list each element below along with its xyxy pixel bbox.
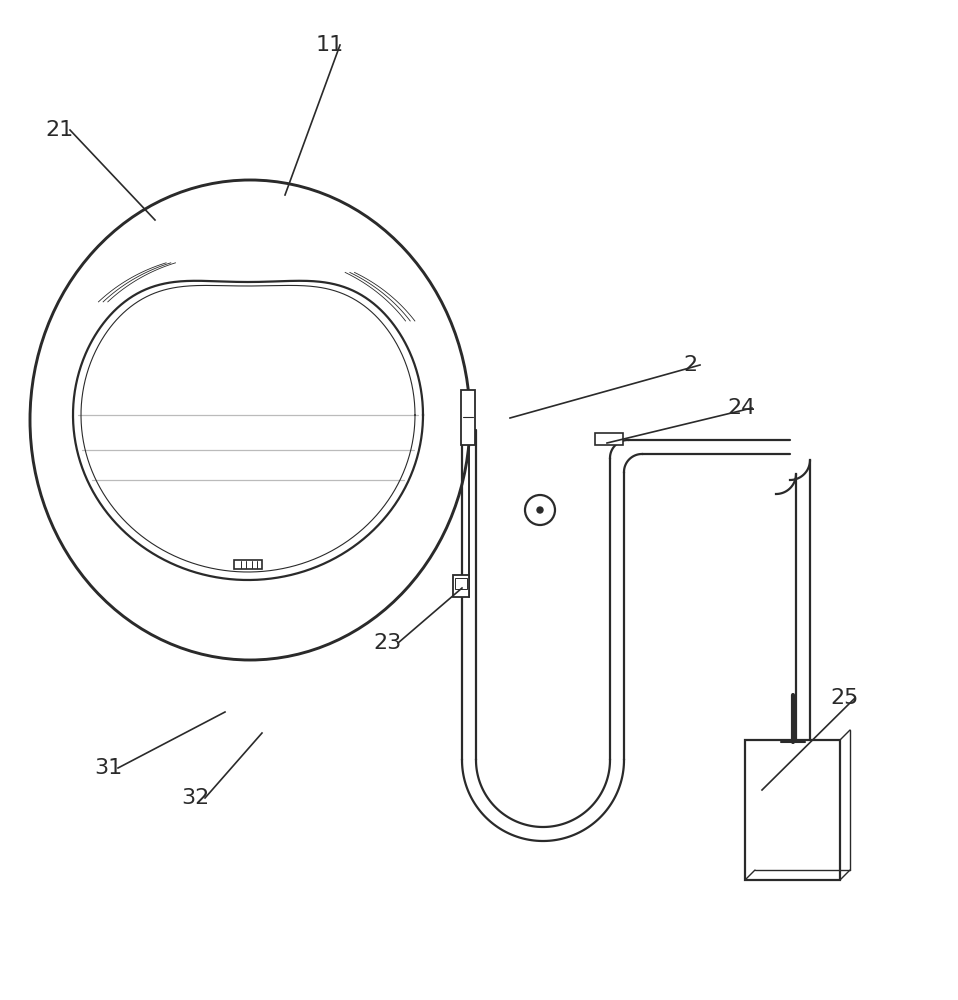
Circle shape xyxy=(525,495,555,525)
Circle shape xyxy=(537,507,543,513)
Text: 11: 11 xyxy=(316,35,344,55)
Text: 25: 25 xyxy=(831,688,859,708)
Text: 32: 32 xyxy=(181,788,209,808)
Text: 2: 2 xyxy=(683,355,697,375)
Bar xyxy=(453,575,469,597)
Bar xyxy=(461,390,475,445)
Bar xyxy=(595,433,623,445)
Text: 24: 24 xyxy=(728,398,756,418)
Text: 21: 21 xyxy=(46,120,74,140)
Text: 23: 23 xyxy=(374,633,402,653)
Bar xyxy=(455,578,467,589)
Bar xyxy=(745,740,840,880)
Bar xyxy=(234,560,262,569)
Text: 31: 31 xyxy=(94,758,122,778)
Ellipse shape xyxy=(30,180,470,660)
